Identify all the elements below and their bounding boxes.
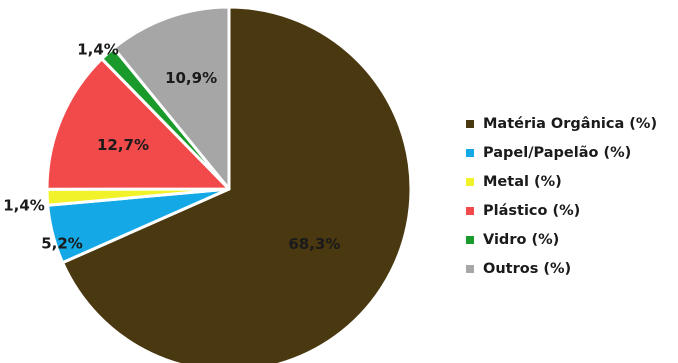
legend-item-metal: Metal (%) <box>466 167 657 196</box>
slice-label-3: 12,7% <box>97 136 149 154</box>
legend: Matéria Orgânica (%) Papel/Papelão (%) M… <box>466 109 657 283</box>
legend-label: Papel/Papelão (%) <box>483 144 632 161</box>
legend-swatch <box>466 206 474 215</box>
legend-label: Metal (%) <box>483 173 562 190</box>
legend-item-outros: Outros (%) <box>466 254 657 283</box>
slice-label-1: 5,2% <box>41 235 83 253</box>
pie-slices <box>45 5 413 363</box>
legend-swatch <box>466 264 474 273</box>
legend-swatch <box>466 177 474 186</box>
legend-item-plastico: Plástico (%) <box>466 196 657 225</box>
slice-label-0: 68,3% <box>288 235 340 253</box>
pie-labels: 68,3% 5,2% 1,4% 12,7% 1,4% 10,9% <box>3 41 340 254</box>
legend-label: Plástico (%) <box>483 202 581 219</box>
legend-swatch <box>466 235 474 244</box>
slice-label-2: 1,4% <box>3 197 45 215</box>
pie-slice-3 <box>45 57 231 191</box>
legend-swatch <box>466 148 474 157</box>
pie-slice-0 <box>61 5 413 363</box>
legend-swatch <box>466 119 474 128</box>
legend-item-vidro: Vidro (%) <box>466 225 657 254</box>
legend-item-materia-organica: Matéria Orgânica (%) <box>466 109 657 138</box>
legend-label: Matéria Orgânica (%) <box>483 115 658 132</box>
legend-label: Vidro (%) <box>483 231 560 248</box>
pie-slice-5 <box>112 5 231 191</box>
legend-label: Outros (%) <box>483 260 572 277</box>
legend-item-papel-papelao: Papel/Papelão (%) <box>466 138 657 167</box>
slice-label-5: 10,9% <box>165 69 217 87</box>
slice-label-4: 1,4% <box>77 41 119 59</box>
